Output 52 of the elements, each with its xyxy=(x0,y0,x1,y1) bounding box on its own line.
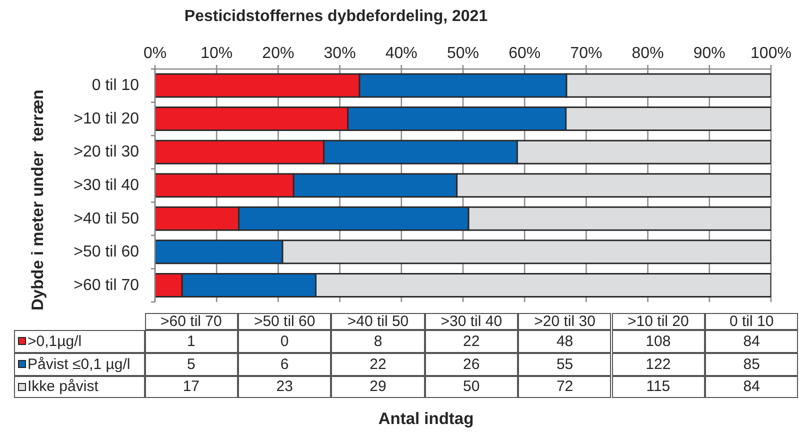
category-label: >40 til 50 xyxy=(331,312,425,330)
data-label: 22 xyxy=(331,352,425,376)
x-tick-label: 30% xyxy=(324,45,356,62)
category-label: >60 til 70 xyxy=(144,312,238,330)
data-label: 6 xyxy=(238,352,332,376)
category-label: 0 til 10 xyxy=(704,312,798,330)
data-label: 84 xyxy=(704,376,798,398)
data-label: 29 xyxy=(331,376,425,398)
data-label: 108 xyxy=(612,330,705,353)
x-tick-label: 20% xyxy=(262,45,294,62)
x-tick-label: 70% xyxy=(570,45,602,62)
x-tick-label: 10% xyxy=(200,45,233,62)
chart-title: Pesticidstoffernes dybdefordeling, 2021 xyxy=(183,8,489,26)
data-label: 72 xyxy=(518,376,612,398)
x-tick-label: 90% xyxy=(693,45,726,62)
y-tick-label: >10 til 20 xyxy=(74,110,140,128)
data-label: 23 xyxy=(238,376,332,398)
data-label: 5 xyxy=(144,352,238,376)
data-label: 122 xyxy=(612,352,705,376)
data-label: 55 xyxy=(518,352,612,376)
y-axis-title: Dybde i meter under terræn xyxy=(29,90,47,310)
legend-label: Ikke påvist xyxy=(28,378,98,396)
x-tick-label: 80% xyxy=(632,45,664,62)
x-tick-label: 100% xyxy=(750,45,792,62)
x-tick-label: 50% xyxy=(446,45,480,62)
data-label: 22 xyxy=(424,330,518,353)
data-label: 85 xyxy=(704,352,798,376)
x-tick-label: 40% xyxy=(385,45,418,62)
data-label: 26 xyxy=(424,352,518,376)
category-label: >30 til 40 xyxy=(424,312,518,330)
data-label: 48 xyxy=(518,330,612,353)
legend-label: >0,1µg/l xyxy=(28,332,82,350)
y-tick-label: 0 til 10 xyxy=(92,77,140,94)
category-label: >10 til 20 xyxy=(612,312,705,330)
y-tick-label: >60 til 70 xyxy=(74,276,140,294)
data-label: 8 xyxy=(331,330,425,353)
data-label: 17 xyxy=(144,376,238,398)
data-label: 1 xyxy=(144,330,238,353)
y-tick-label: >20 til 30 xyxy=(74,144,140,161)
text: Antal indtag xyxy=(377,410,475,429)
data-label: 115 xyxy=(612,376,705,398)
data-label: 84 xyxy=(704,330,798,353)
y-tick-label: >40 til 50 xyxy=(74,210,140,228)
category-label: >50 til 60 xyxy=(238,312,332,330)
data-label: 0 xyxy=(238,330,332,353)
data-label: 50 xyxy=(424,376,518,398)
legend-label: Påvist ≤0,1 µg/l xyxy=(28,356,130,373)
y-tick-label: >30 til 40 xyxy=(74,177,140,194)
x-tick-label: 0% xyxy=(143,45,167,62)
x-tick-label: 60% xyxy=(508,45,541,62)
y-tick-label: >50 til 60 xyxy=(74,244,140,261)
category-label: >20 til 30 xyxy=(518,312,612,330)
